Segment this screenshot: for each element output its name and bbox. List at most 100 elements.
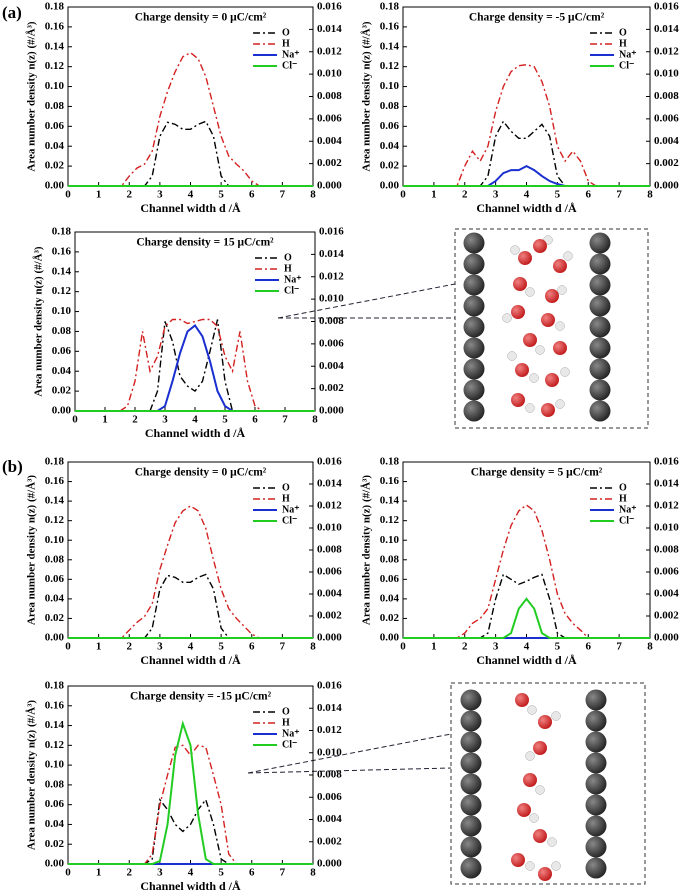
x-tick-label: 7	[616, 189, 622, 201]
x-tick-label: 1	[96, 189, 102, 201]
y-axis-label: Area number density n(z) (#/Å³)	[26, 700, 38, 850]
y2-tick-label: 0.014	[317, 478, 342, 490]
series-line	[403, 63, 650, 187]
y2-tick-label: 0.012	[654, 500, 679, 512]
y-tick-label: 0.14	[380, 495, 400, 507]
x-tick-label: 4	[524, 189, 530, 201]
legend-label: Na⁺	[619, 504, 637, 515]
y-tick-label: 0.02	[45, 838, 65, 850]
y-tick-label: 0.12	[45, 60, 65, 72]
x-tick-label: 1	[431, 189, 437, 201]
y2-tick-label: 0.012	[317, 724, 342, 736]
y-tick-label: 0.02	[380, 612, 400, 624]
plot-frame	[67, 685, 314, 865]
legend-label: O	[282, 706, 290, 717]
y2-tick-label: 0.000	[317, 180, 342, 192]
y-tick-label: 0.02	[45, 160, 65, 172]
x-tick-label: 5	[222, 414, 228, 426]
legend-label: O	[619, 27, 627, 38]
chart: 0 1 2 3 4 5 6 7 8 0.00 0.02 0.04 0.06 0.08 0.10 0.12 0.1…	[26, 456, 343, 667]
y2-tick-label: 0.008	[317, 769, 342, 781]
y-tick-label: 0.08	[45, 778, 65, 790]
series-line	[68, 797, 313, 865]
y-tick-label: 0.08	[52, 325, 72, 337]
y-tick-label: 0.00	[52, 405, 72, 417]
x-axis-label: Channel width d /Å	[140, 879, 241, 893]
y-tick-label: 0.06	[45, 573, 65, 585]
chart: 0 1 2 3 4 5 6 7 8 0.00 0.02 0.04 0.06 0.08 0.10 0.12 0.1…	[26, 680, 343, 893]
y-tick-label: 0.14	[45, 495, 65, 507]
y2-tick-label: 0.016	[654, 1, 679, 13]
y-tick-label: 0.06	[52, 345, 72, 357]
y2-tick-label: 0.016	[654, 456, 679, 468]
chart-title: Charge density = 15 μC/cm²	[136, 237, 274, 249]
y-tick-label: 0.10	[45, 759, 65, 771]
y-tick-label: 0.08	[45, 553, 65, 565]
legend-label: O	[282, 27, 290, 38]
x-axis-label: Channel width d /Å	[140, 201, 241, 215]
x-tick-label: 2	[127, 189, 133, 201]
x-tick-label: 5	[218, 189, 224, 201]
x-tick-label: 7	[280, 189, 286, 201]
x-tick-label: 8	[312, 414, 318, 426]
chart-title: Charge density = -5 μC/cm²	[469, 12, 605, 24]
x-axis-label: Channel width d /Å	[140, 653, 241, 667]
legend-label: Cl⁻	[619, 60, 634, 71]
y-tick-label: 0.04	[380, 592, 400, 604]
y2-tick-label: 0.002	[654, 610, 679, 622]
y-axis-label: Area number density n(z) (#/Å³)	[33, 246, 45, 396]
legend-label: Cl⁻	[282, 515, 297, 526]
y2-tick-label: 0.000	[319, 405, 344, 417]
x-tick-label: 6	[586, 641, 592, 653]
y-tick-label: 0.00	[45, 858, 65, 870]
series-line	[403, 597, 650, 639]
series-line	[403, 573, 650, 639]
chart-title: Charge density = 5 μC/cm²	[471, 467, 603, 479]
y2-tick-label: 0.014	[317, 23, 342, 35]
y-tick-label: 0.10	[52, 305, 72, 317]
y-tick-label: 0.18	[45, 680, 65, 692]
y-tick-label: 0.16	[45, 699, 65, 711]
y2-tick-label: 0.006	[319, 337, 344, 349]
panel-label: (b)	[2, 457, 23, 476]
legend-label: H	[282, 493, 290, 504]
x-tick-label: 8	[647, 189, 653, 201]
y2-tick-label: 0.006	[317, 791, 342, 803]
y-tick-label: 0.18	[380, 456, 400, 468]
x-tick-label: 8	[647, 641, 653, 653]
y-tick-label: 0.18	[45, 456, 65, 468]
y2-tick-label: 0.014	[654, 23, 679, 35]
y2-tick-label: 0.016	[319, 226, 344, 238]
y2-tick-label: 0.016	[317, 1, 342, 13]
x-tick-label: 6	[249, 641, 255, 653]
x-tick-label: 3	[157, 189, 163, 201]
y-tick-label: 0.18	[52, 226, 72, 238]
snapshot-a	[277, 228, 649, 429]
y-tick-label: 0.16	[380, 475, 400, 487]
y-tick-label: 0.12	[45, 739, 65, 751]
x-tick-label: 1	[102, 414, 108, 426]
x-tick-label: 4	[192, 414, 198, 426]
y-tick-label: 0.14	[45, 719, 65, 731]
series-line	[68, 573, 313, 639]
y-tick-label: 0.16	[45, 475, 65, 487]
x-tick-label: 7	[282, 414, 288, 426]
x-tick-label: 7	[280, 867, 286, 879]
x-tick-label: 4	[188, 641, 194, 653]
x-tick-label: 6	[252, 414, 258, 426]
y2-tick-label: 0.006	[654, 112, 679, 124]
y-axis-label: Area number density n(z) (#/Å³)	[361, 475, 373, 625]
y-axis-label: Area number density n(z) (#/Å³)	[26, 21, 38, 171]
y-axis-label: Area number density n(z) (#/Å³)	[361, 21, 373, 171]
series-line	[403, 504, 650, 639]
y-tick-label: 0.00	[380, 180, 400, 192]
legend-label: Cl⁻	[619, 515, 634, 526]
series-line	[68, 720, 313, 865]
y-tick-label: 0.12	[52, 285, 72, 297]
x-tick-label: 0	[65, 867, 71, 879]
x-tick-label: 6	[586, 189, 592, 201]
series-line	[68, 51, 313, 187]
y2-tick-label: 0.012	[317, 500, 342, 512]
x-tick-label: 3	[493, 641, 499, 653]
